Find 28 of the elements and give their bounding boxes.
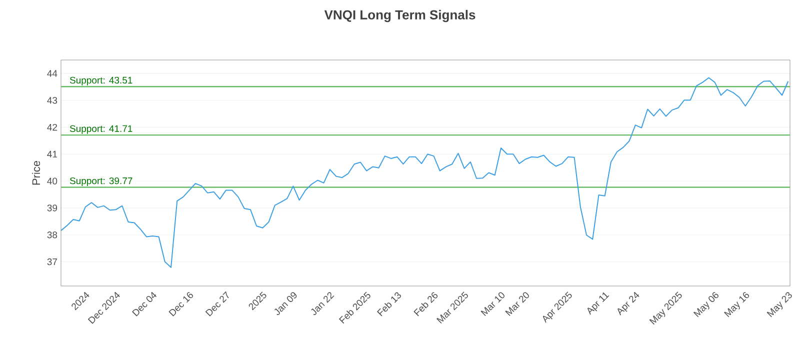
- y-tick-label: 37: [47, 258, 58, 266]
- y-tick-label: 39: [47, 204, 58, 212]
- x-tick-label: Apr 24: [618, 292, 640, 316]
- x-tick-label: Apr 11: [587, 292, 610, 315]
- ref-line-label: Support: 41.71: [70, 125, 132, 134]
- x-tick-label: Feb 26: [414, 292, 438, 316]
- x-tick-label: Dec 16: [168, 292, 193, 316]
- x-tick-label: May 06: [693, 292, 718, 318]
- x-tick-label: May 16: [724, 292, 750, 318]
- y-tick-label: 41: [47, 150, 58, 158]
- x-tick-label: Mar 20: [505, 292, 529, 316]
- y-tick-label: 38: [47, 232, 58, 238]
- y-tick-label: 43: [47, 96, 58, 104]
- ref-line-label: Support: 43.51: [70, 76, 132, 86]
- x-tick-label: Dec 04: [132, 292, 157, 316]
- y-tick-label: 42: [47, 124, 58, 131]
- x-tick-label: Dec 27: [205, 291, 229, 316]
- y-tick-label: 40: [47, 178, 58, 184]
- x-tick-label: Jan 22: [311, 292, 334, 316]
- x-tick-label: Mar 10: [480, 292, 504, 316]
- y-axis-title: Price: [32, 160, 40, 185]
- x-tick-label: Jan 09: [274, 292, 297, 316]
- x-tick-label: Feb 13: [376, 292, 401, 316]
- ref-line-label: Support: 39.77: [70, 177, 132, 186]
- y-tick-label: 44: [47, 70, 58, 77]
- line-series: [60, 77, 789, 268]
- chart-title: VNQI Long Term Signals: [324, 10, 476, 22]
- x-tick-label: May 23: [766, 292, 792, 318]
